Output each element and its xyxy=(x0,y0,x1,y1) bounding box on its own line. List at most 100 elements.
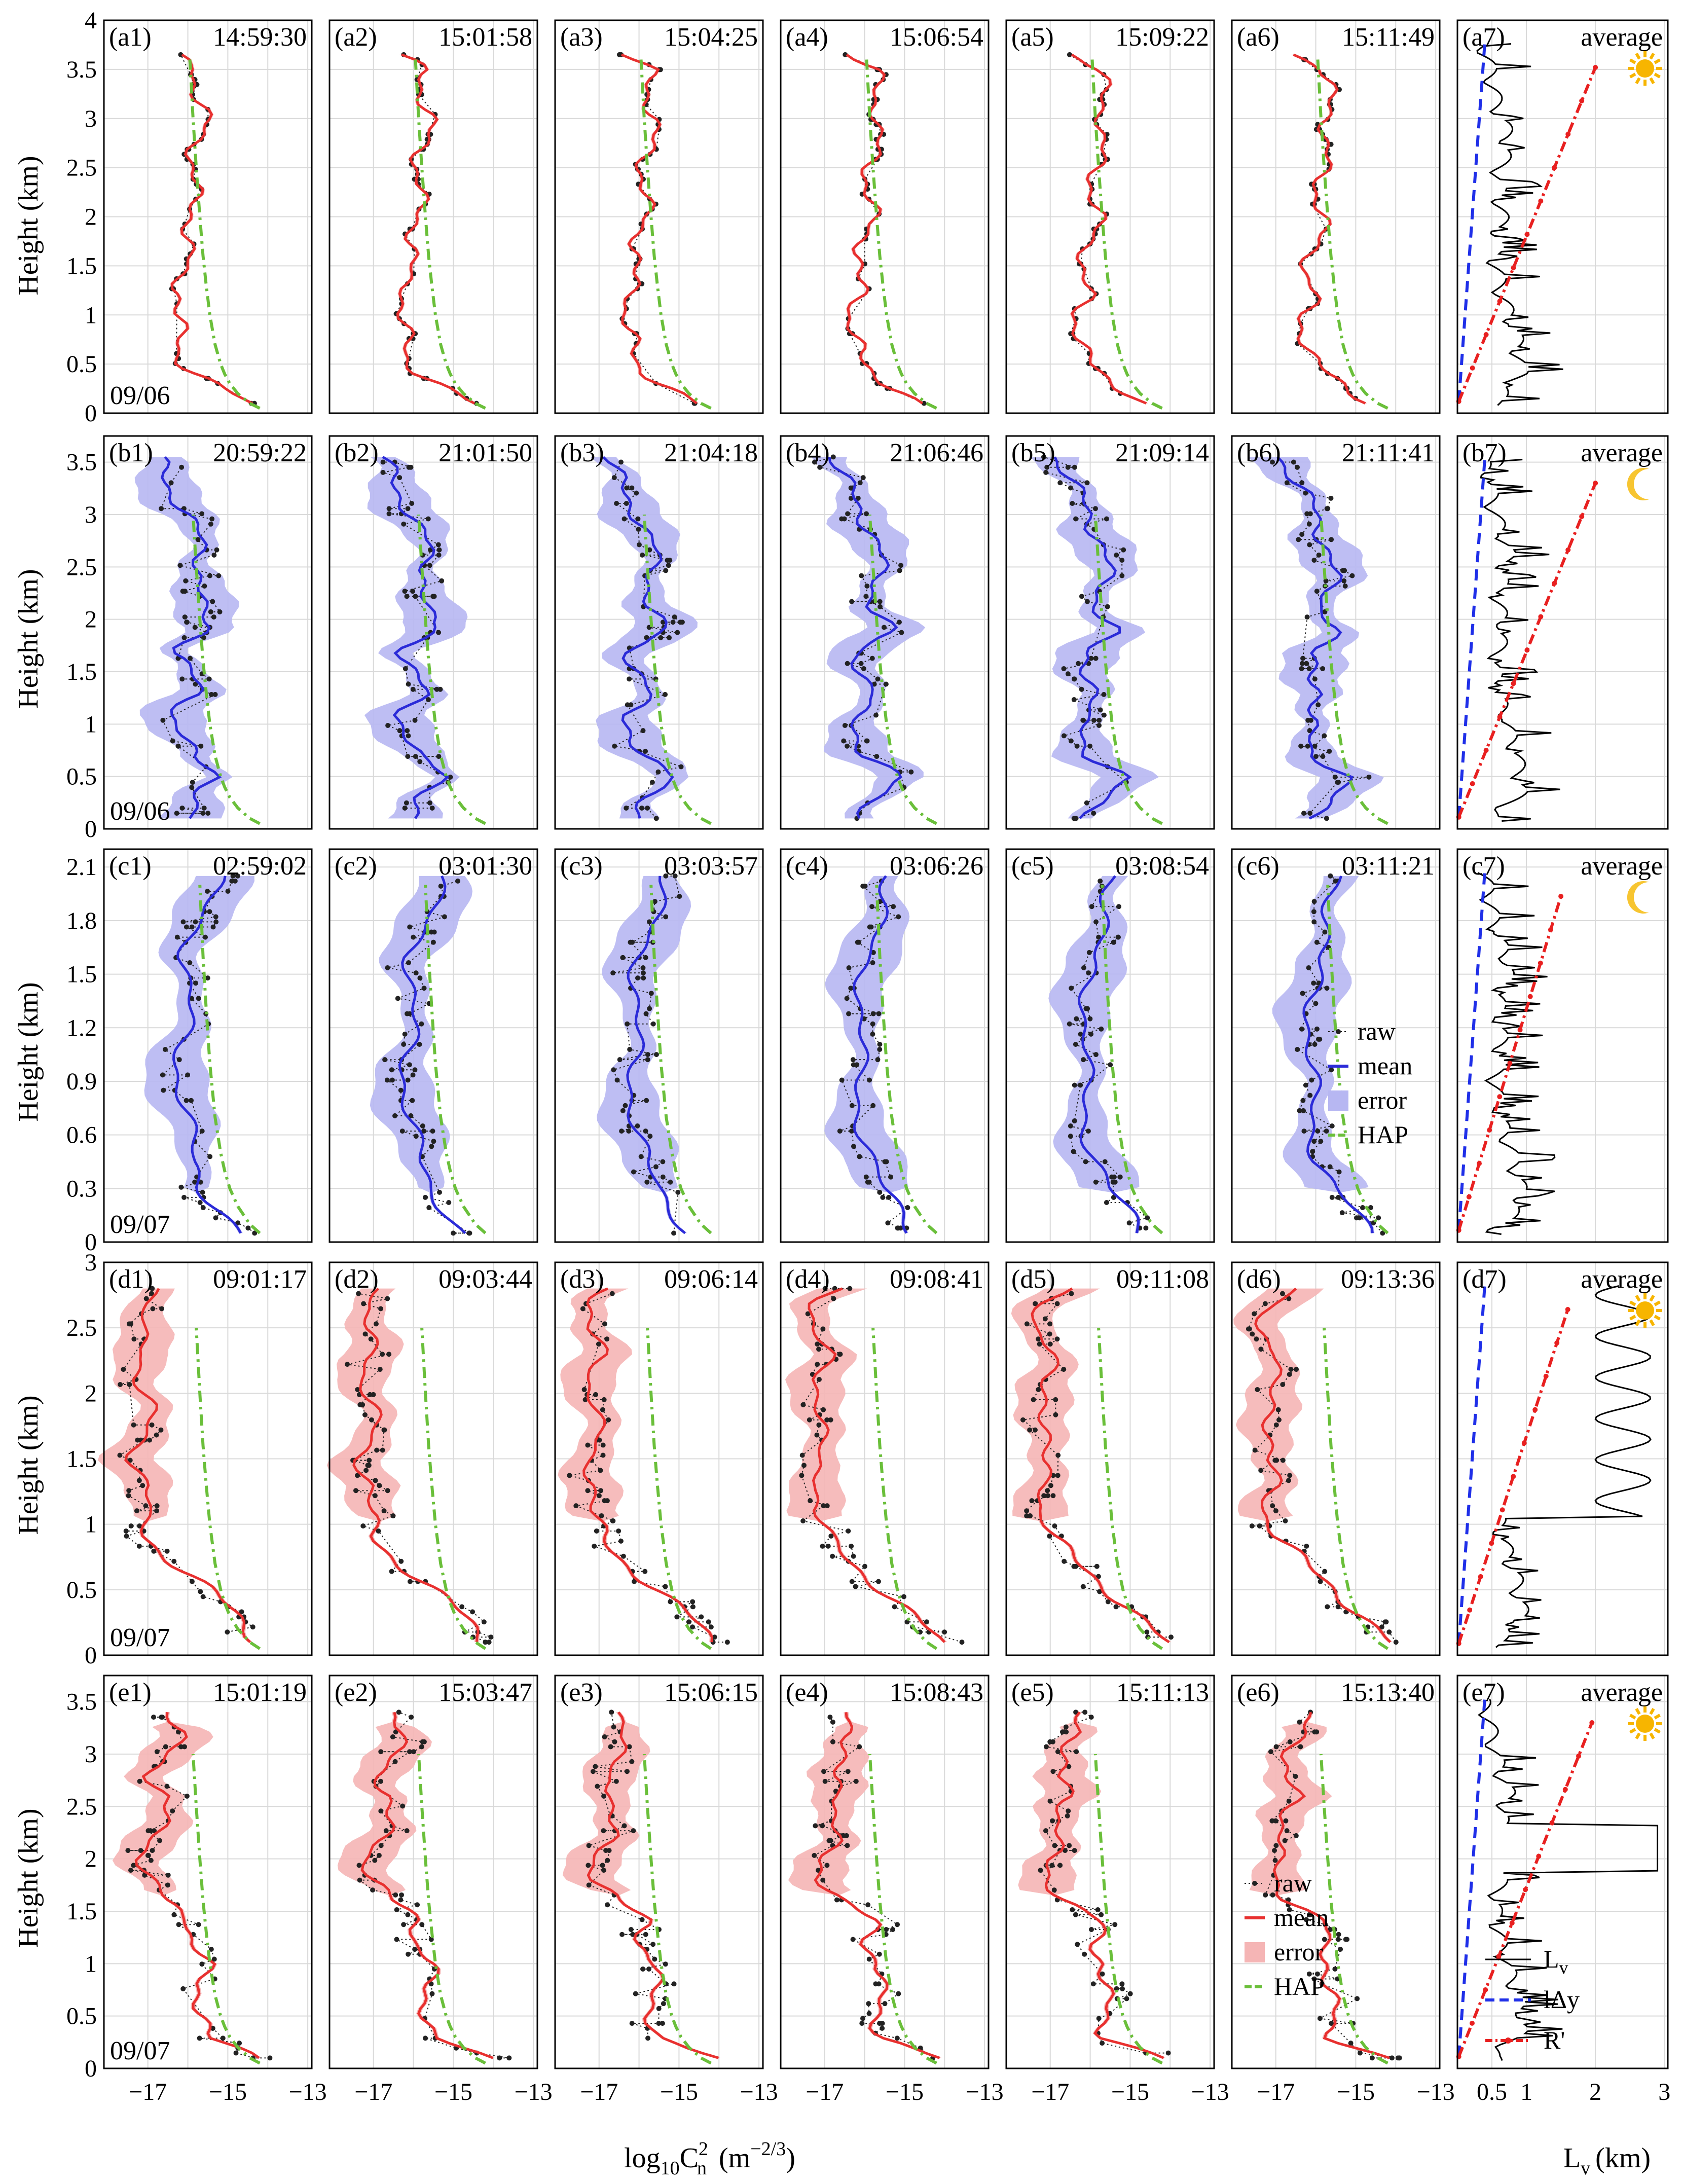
raw-point xyxy=(645,1057,650,1063)
raw-point xyxy=(1065,1813,1070,1818)
raw-point xyxy=(1067,1843,1072,1848)
raw-point xyxy=(409,501,415,506)
raw-point xyxy=(150,1286,155,1291)
raw-point xyxy=(126,1321,132,1327)
panel-c7: (c7) average xyxy=(1456,848,1669,1243)
raw-point xyxy=(1070,501,1075,506)
raw-point xyxy=(436,547,442,553)
raw-point xyxy=(830,1719,835,1725)
raw-point xyxy=(653,1164,659,1170)
raw-point xyxy=(413,1134,419,1139)
raw-point xyxy=(600,1442,606,1448)
raw-point xyxy=(411,1749,416,1755)
raw-point xyxy=(1249,1523,1255,1528)
raw-point xyxy=(406,733,411,739)
rprime-line xyxy=(1457,1722,1594,2057)
raw-point xyxy=(421,1129,427,1134)
raw-point xyxy=(459,1604,465,1610)
raw-point xyxy=(207,909,212,915)
raw-point xyxy=(378,1749,384,1755)
raw-point xyxy=(892,1604,897,1610)
raw-point xyxy=(656,2021,662,2026)
rprime-point xyxy=(1497,1094,1503,1100)
raw-point xyxy=(641,975,646,981)
x-tick-label: −13 xyxy=(289,2079,327,2105)
panel-frame xyxy=(1005,1261,1215,1656)
mean-line xyxy=(1070,53,1147,405)
raw-point xyxy=(1287,1372,1292,1377)
raw-point xyxy=(1262,1301,1268,1306)
raw-point xyxy=(1258,1346,1264,1352)
rprime-line xyxy=(1457,482,1597,818)
y-tick-label: 0.5 xyxy=(66,351,97,378)
error-band xyxy=(1070,54,1149,404)
raw-point xyxy=(189,1579,195,1584)
hap-line xyxy=(1093,1754,1163,2065)
raw-point xyxy=(183,578,189,584)
rprime-point xyxy=(1509,1920,1515,1926)
raw-point xyxy=(428,1937,434,1942)
raw-point xyxy=(867,924,872,930)
raw-point xyxy=(1329,537,1334,542)
rprime-point xyxy=(1565,1307,1570,1312)
raw-point xyxy=(170,1808,175,1814)
raw-point xyxy=(1096,934,1102,940)
raw-point xyxy=(1357,2050,1363,2056)
raw-point xyxy=(1096,722,1102,728)
raw-point xyxy=(1095,1907,1101,1913)
raw-point xyxy=(117,1452,123,1458)
raw-point xyxy=(1316,552,1322,558)
rprime-point xyxy=(1593,65,1598,70)
mean-line xyxy=(396,53,476,405)
raw-point xyxy=(372,1858,378,1863)
panel-time: 14:59:30 xyxy=(213,23,307,52)
y-tick-label: 0 xyxy=(85,1229,97,1256)
rprime-point xyxy=(1483,1987,1488,1992)
raw-point xyxy=(267,2055,273,2061)
raw-point xyxy=(131,1422,136,1428)
raw-point xyxy=(385,722,391,728)
raw-point xyxy=(378,1778,383,1784)
raw-point xyxy=(406,681,411,687)
raw-point xyxy=(666,635,672,640)
raw-point xyxy=(163,1744,168,1750)
raw-point xyxy=(434,686,440,692)
y-tick-label: 2.5 xyxy=(66,554,97,580)
raw-point xyxy=(655,769,661,775)
raw-point xyxy=(862,883,868,889)
raw-point xyxy=(1111,939,1117,945)
raw-point xyxy=(1273,1744,1279,1750)
raw-point xyxy=(185,1072,191,1078)
raw-point xyxy=(1096,717,1102,723)
raw-point xyxy=(671,1981,677,1987)
rprime-point xyxy=(1524,647,1530,653)
mean-line xyxy=(1293,53,1366,405)
raw-point xyxy=(599,1513,604,1519)
raw-point xyxy=(1268,1749,1273,1755)
panel-tag: (a4) xyxy=(786,23,828,52)
raw-point xyxy=(389,1067,394,1073)
raw-point xyxy=(1086,970,1091,976)
raw-point xyxy=(377,1483,382,1488)
x-tick-label: 1 xyxy=(1520,2079,1532,2105)
raw-point xyxy=(385,1488,390,1494)
ldy-line xyxy=(1457,868,1487,1230)
raw-point xyxy=(642,1569,648,1574)
raw-point xyxy=(1093,1179,1099,1185)
raw-point xyxy=(401,521,407,527)
raw-point xyxy=(643,1129,648,1134)
x-tick-label: −15 xyxy=(209,2079,247,2105)
y-tick-label: 1 xyxy=(85,711,97,738)
raw-point xyxy=(497,2055,502,2061)
raw-point xyxy=(630,1932,636,1937)
panel-a7: (a7) average xyxy=(1456,19,1669,414)
raw-point xyxy=(1275,1407,1281,1412)
raw-point xyxy=(152,1828,157,1834)
raw-point xyxy=(402,589,408,594)
raw-point xyxy=(367,1458,372,1463)
error-band xyxy=(1247,457,1384,819)
raw-point xyxy=(1057,1863,1063,1868)
sun-ray xyxy=(1654,72,1661,79)
raw-point xyxy=(590,1769,596,1774)
raw-point xyxy=(208,521,213,527)
